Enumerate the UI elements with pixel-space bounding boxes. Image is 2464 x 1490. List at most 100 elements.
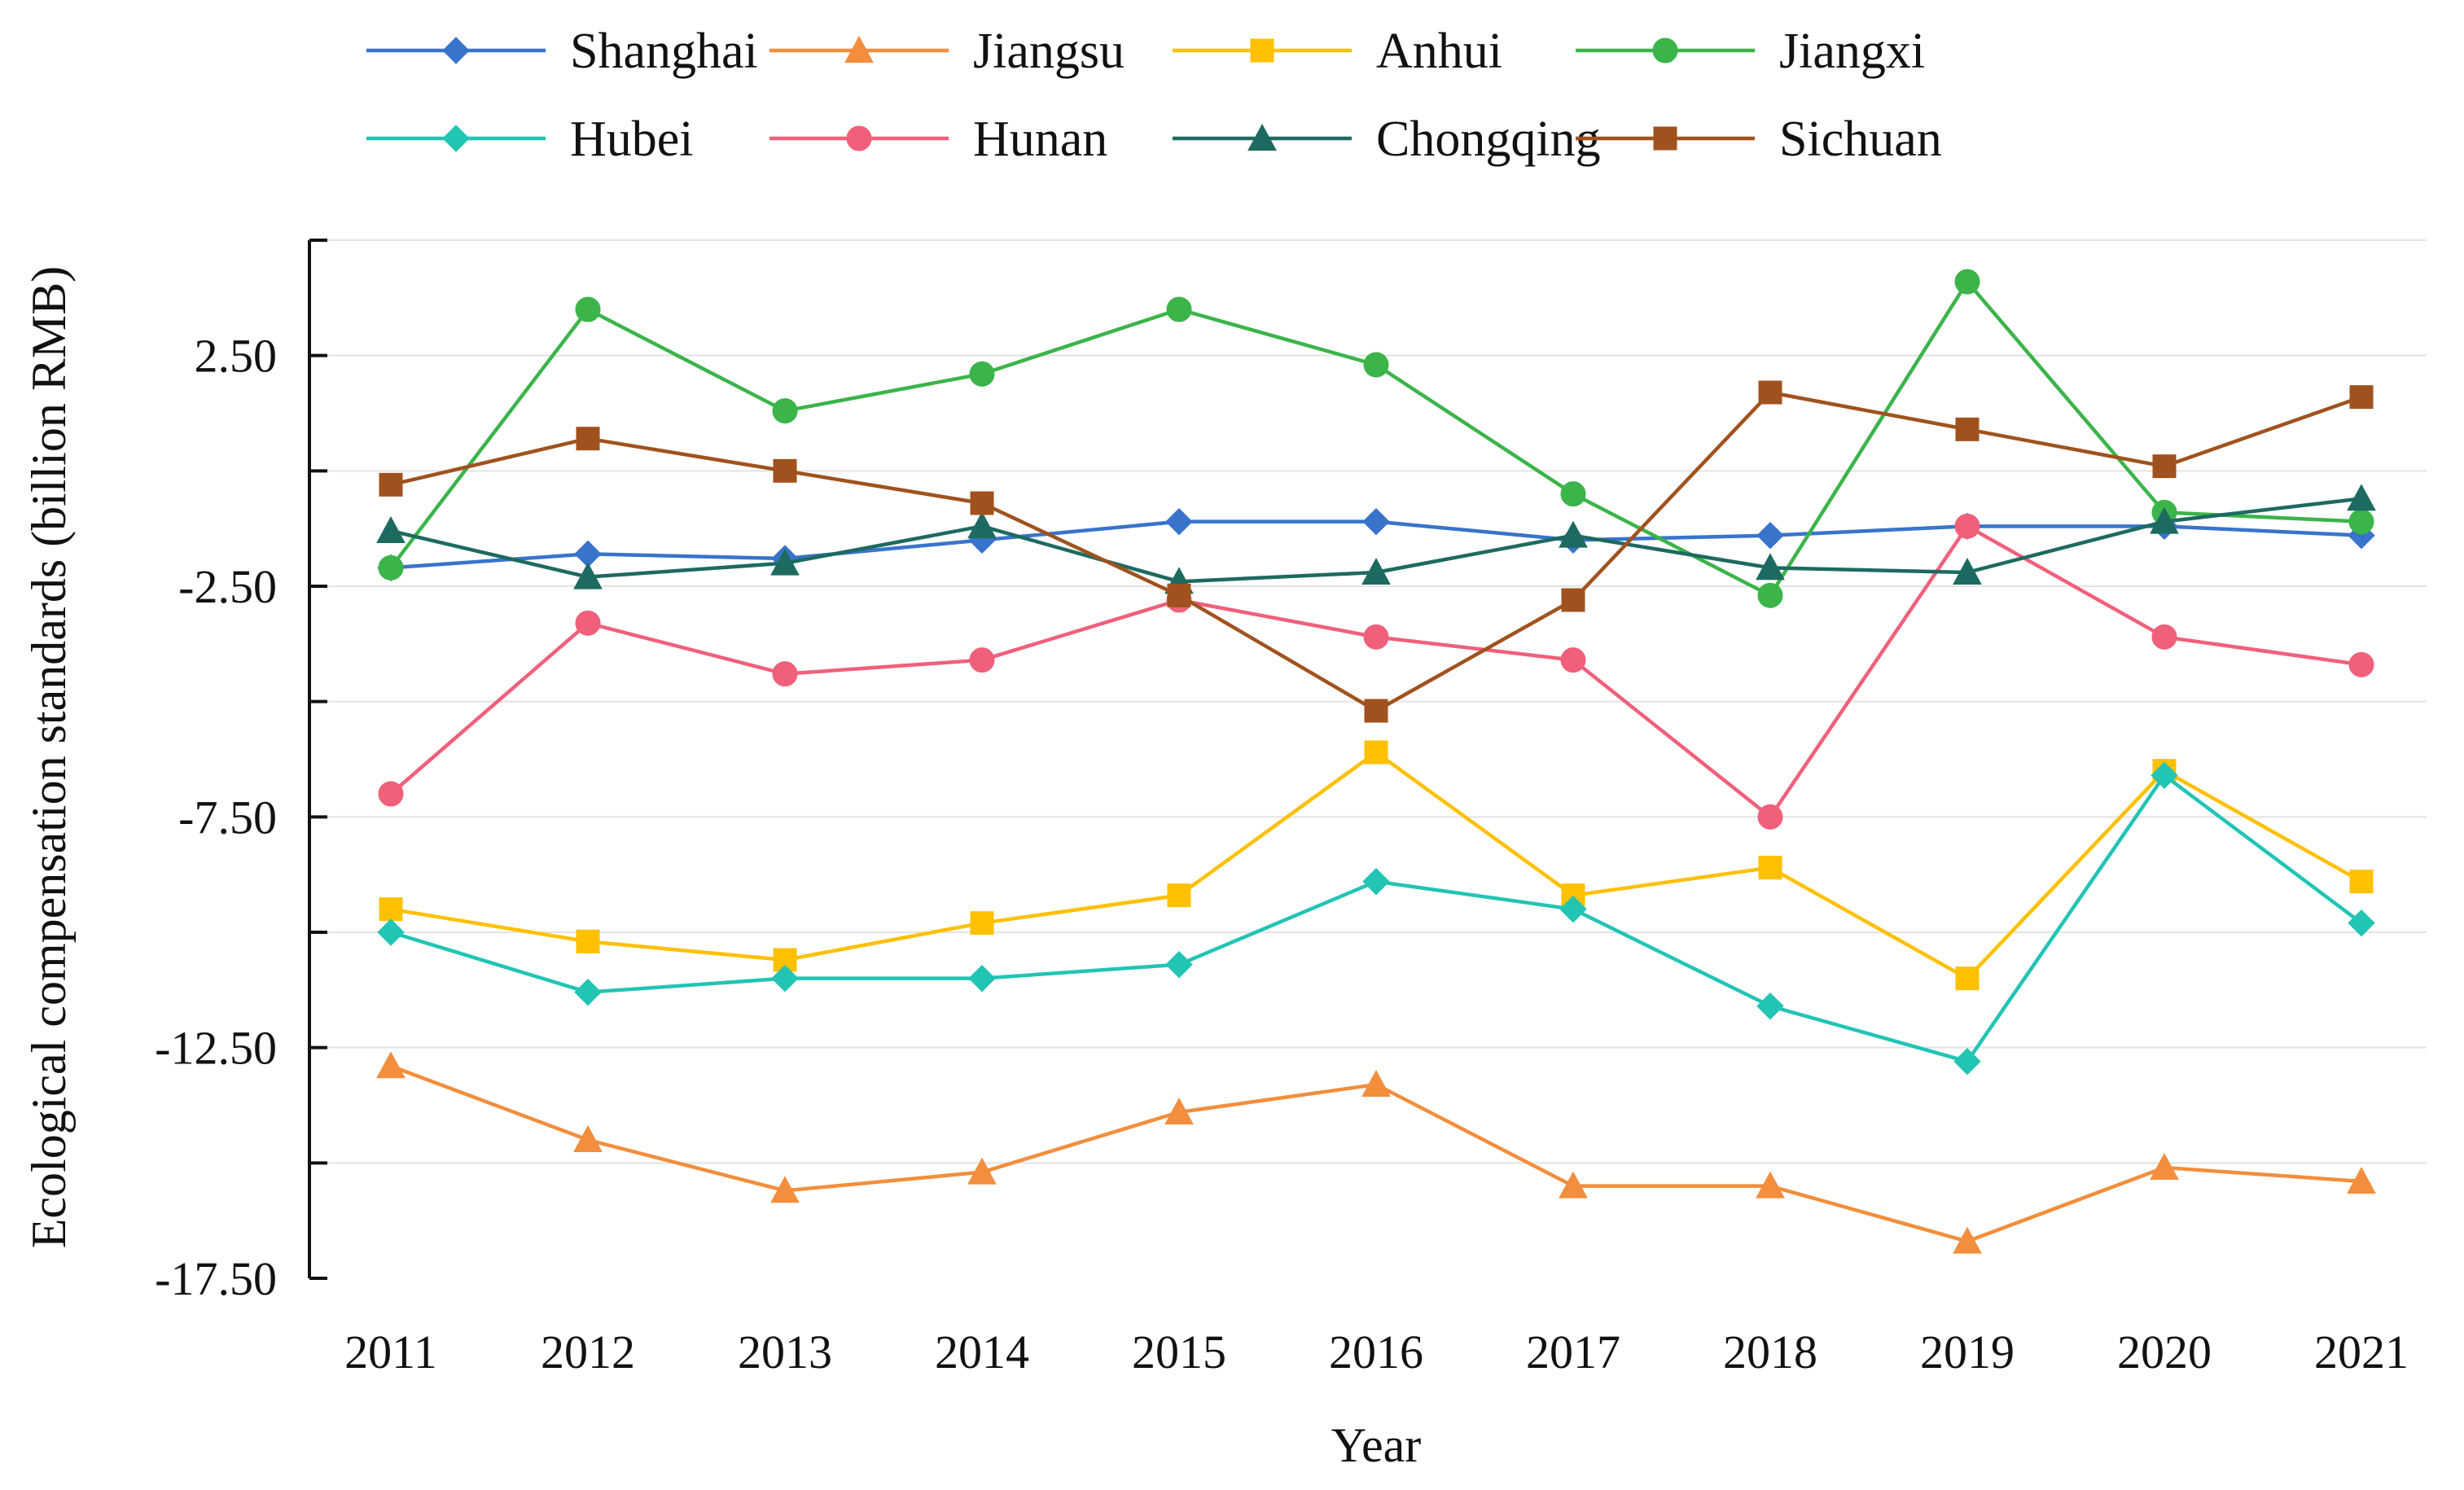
data-point-triangle <box>376 1051 406 1079</box>
data-point-triangle <box>1559 1171 1588 1199</box>
data-point-circle <box>1954 513 1980 539</box>
legend-label: Jiangxi <box>1779 24 1925 79</box>
data-point-circle <box>846 125 872 151</box>
data-point-circle <box>378 554 404 581</box>
data-point-triangle <box>967 1157 997 1185</box>
data-point-triangle <box>844 35 874 63</box>
data-point-square <box>2349 385 2374 410</box>
y-axis-title: Ecological compensation standards (billi… <box>22 266 76 1248</box>
data-point-square <box>1758 856 1782 880</box>
data-point-circle <box>575 296 601 322</box>
legend-label: Jiangsu <box>973 24 1125 79</box>
x-axis-title: Year <box>1331 1418 1422 1472</box>
y-tick-label: -17.50 <box>155 1252 277 1305</box>
data-point-triangle <box>1953 1226 1982 1254</box>
data-point-triangle <box>1247 123 1277 151</box>
x-tick-label: 2019 <box>1920 1326 2015 1378</box>
series-line-sichuan <box>390 390 2362 713</box>
x-tick-label: 2013 <box>738 1326 832 1378</box>
data-point-circle <box>1560 481 1586 507</box>
data-point-diamond <box>1756 521 1784 550</box>
legend: Shanghai Jiangsu Anhui Jiangxi Hubei Hunan Cho… <box>366 24 1942 167</box>
data-point-circle <box>1363 624 1389 650</box>
legend-item-anhui: Anhui <box>1173 24 1502 79</box>
x-tick-label: 2012 <box>541 1326 635 1378</box>
data-point-square <box>1364 699 1388 723</box>
data-point-diamond <box>1953 1047 1981 1076</box>
data-point-diamond <box>574 978 602 1006</box>
x-tick-label: 2018 <box>1723 1326 1817 1378</box>
data-point-triangle <box>770 1176 800 1203</box>
series-hubei <box>377 761 2375 1076</box>
data-point-square <box>576 427 600 451</box>
series-sichuan <box>379 380 2374 723</box>
data-point-triangle <box>1756 553 1785 581</box>
legend-label: Anhui <box>1376 24 1502 79</box>
data-point-circle <box>1757 804 1783 830</box>
legend-item-shanghai: Shanghai <box>366 24 758 79</box>
data-point-triangle <box>1953 557 1982 585</box>
data-point-circle <box>1757 582 1783 608</box>
data-point-triangle <box>376 515 406 543</box>
data-point-triangle <box>573 562 603 589</box>
x-tick-label: 2020 <box>2117 1326 2212 1378</box>
legend-item-hunan: Hunan <box>769 112 1107 167</box>
data-point-triangle <box>1559 520 1588 548</box>
x-tick-label: 2014 <box>935 1326 1029 1378</box>
data-point-circle <box>1954 269 1980 295</box>
x-tick-label: 2021 <box>2314 1326 2409 1378</box>
data-point-diamond <box>1756 992 1784 1020</box>
data-point-square <box>970 491 994 515</box>
data-point-circle <box>2151 624 2177 650</box>
data-point-diamond <box>1362 867 1390 896</box>
data-point-diamond <box>442 37 470 64</box>
data-point-circle <box>1560 647 1586 673</box>
data-point-triangle <box>1361 557 1391 585</box>
data-point-triangle <box>2150 506 2179 534</box>
data-point-square <box>2152 454 2177 479</box>
data-point-triangle <box>2150 1152 2179 1180</box>
data-point-diamond <box>377 918 405 946</box>
data-point-square <box>2349 870 2374 894</box>
ticks: 2.50 -2.50 -7.50 -12.50 -17.50 2011 2012 2013 20… <box>155 239 2409 1378</box>
data-point-square <box>1364 740 1388 765</box>
data-point-square <box>1955 966 1980 991</box>
data-point-triangle <box>1164 1097 1194 1124</box>
series <box>376 269 2376 1254</box>
data-point-circle <box>575 610 601 636</box>
data-point-circle <box>772 398 798 424</box>
data-point-square <box>1561 588 1585 612</box>
data-point-square <box>970 911 994 936</box>
legend-item-chongqing: Chongqing <box>1173 112 1601 167</box>
data-point-circle <box>969 647 995 673</box>
data-point-square <box>1653 126 1677 151</box>
data-point-square <box>1758 380 1782 405</box>
legend-item-sichuan: Sichuan <box>1576 112 1942 167</box>
data-point-circle <box>2348 509 2374 535</box>
series-jiangsu <box>376 1051 2376 1254</box>
data-point-diamond <box>2348 909 2375 937</box>
data-point-diamond <box>442 125 470 152</box>
y-tick-label: -7.50 <box>178 791 277 844</box>
data-point-circle <box>969 361 995 387</box>
data-point-square <box>379 897 403 922</box>
data-point-triangle <box>967 511 997 539</box>
data-point-square <box>773 458 797 483</box>
data-point-circle <box>1166 296 1192 322</box>
x-tick-label: 2016 <box>1329 1326 1423 1378</box>
x-tick-label: 2015 <box>1132 1326 1226 1378</box>
data-point-triangle <box>2347 1166 2376 1194</box>
y-tick-label: -2.50 <box>178 560 277 613</box>
data-point-diamond <box>771 964 799 993</box>
series-line-hubei <box>390 773 2363 1063</box>
data-point-triangle <box>770 548 800 576</box>
data-point-diamond <box>1559 895 1587 923</box>
data-point-circle <box>1363 352 1389 378</box>
data-point-circle <box>1652 37 1678 64</box>
data-point-triangle <box>573 1124 603 1152</box>
legend-label: Shanghai <box>570 24 758 79</box>
data-point-square <box>576 929 600 953</box>
data-point-square <box>1250 38 1274 63</box>
data-point-square <box>1167 883 1191 908</box>
legend-label: Hubei <box>570 112 694 167</box>
